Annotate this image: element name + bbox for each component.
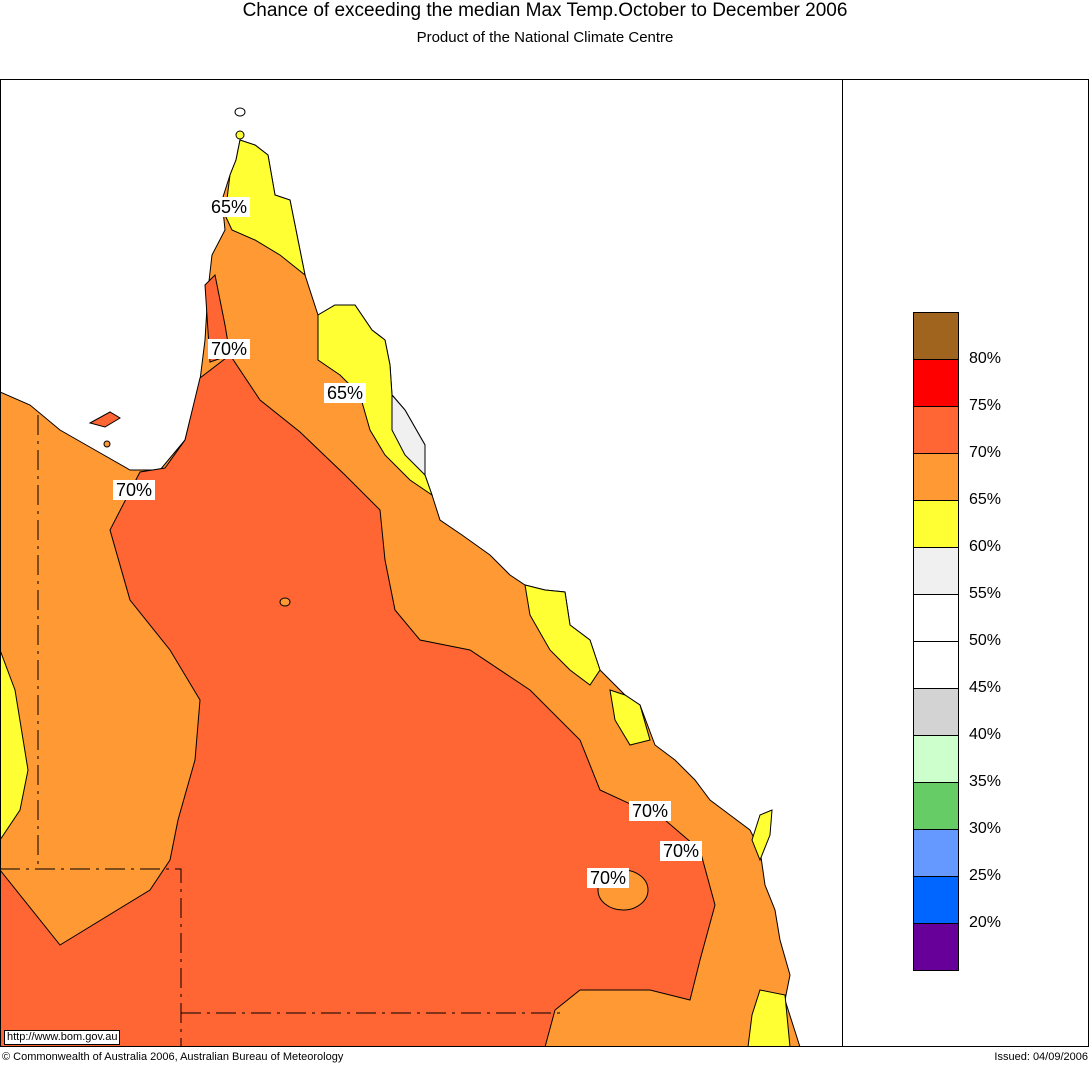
legend-label: 25%: [969, 867, 1002, 884]
legend-swatch: [913, 406, 959, 453]
contour-label: 70%: [629, 801, 672, 821]
map-title: Chance of exceeding the median Max Temp.…: [242, 0, 848, 21]
contour-label: 70%: [208, 339, 251, 359]
state-border: [0, 868, 182, 1047]
source-url[interactable]: http://www.bom.gov.au: [4, 1030, 121, 1045]
copyright-text: © Commonwealth of Australia 2006, Austra…: [2, 1051, 344, 1063]
legend-label: 35%: [969, 773, 1002, 790]
legend-swatch: [913, 641, 959, 688]
issued-date: Issued: 04/09/2006: [994, 1051, 1088, 1063]
zone-65-central: [524, 584, 601, 686]
color-legend: [913, 312, 959, 971]
map-frame: [0, 79, 1089, 1047]
legend-swatch: [913, 594, 959, 641]
island: [234, 107, 246, 117]
legend-label: 45%: [969, 679, 1002, 696]
island: [88, 411, 121, 428]
zone-65-south-coast: [609, 689, 651, 746]
legend-label: 80%: [969, 350, 1002, 367]
legend-swatch: [913, 500, 959, 547]
legend-label: 40%: [969, 726, 1002, 743]
legend-label: 20%: [969, 914, 1002, 931]
zone-65-island-east: [751, 809, 773, 862]
contour-label: 70%: [113, 480, 156, 500]
legend-label: 30%: [969, 820, 1002, 837]
contour-label: 65%: [324, 383, 367, 403]
legend-swatch: [913, 453, 959, 500]
legend-label: 55%: [969, 585, 1002, 602]
legend-label: 65%: [969, 491, 1002, 508]
contour-label: 65%: [208, 197, 251, 217]
legend-swatch: [913, 359, 959, 406]
small-island: [279, 597, 291, 607]
legend-label: 60%: [969, 538, 1002, 555]
zone-70-percent: [0, 354, 716, 1047]
map-subtitle: Product of the National Climate Centre: [416, 29, 674, 46]
zone-65-west: [0, 649, 29, 841]
legend-swatch: [913, 312, 959, 359]
legend-label: 70%: [969, 444, 1002, 461]
legend-swatch: [913, 923, 959, 971]
island: [235, 130, 245, 140]
contour-label: 70%: [660, 841, 703, 861]
legend-divider: [842, 79, 843, 1047]
legend-swatch: [913, 688, 959, 735]
zone-65-southeast: [747, 989, 791, 1047]
legend-swatch: [913, 735, 959, 782]
legend-swatch: [913, 782, 959, 829]
island: [103, 440, 111, 448]
contour-label: 70%: [587, 868, 630, 888]
legend-label: 75%: [969, 397, 1002, 414]
legend-swatch: [913, 547, 959, 594]
legend-label: 50%: [969, 632, 1002, 649]
queensland-map: [0, 107, 801, 1047]
zone-60-east: [391, 393, 426, 477]
map-panel: 65% 70% 65% 70% 70% 70% 70%: [0, 79, 843, 1047]
legend-swatch: [913, 829, 959, 876]
zone-65-north: [224, 139, 306, 277]
legend-swatch: [913, 876, 959, 923]
